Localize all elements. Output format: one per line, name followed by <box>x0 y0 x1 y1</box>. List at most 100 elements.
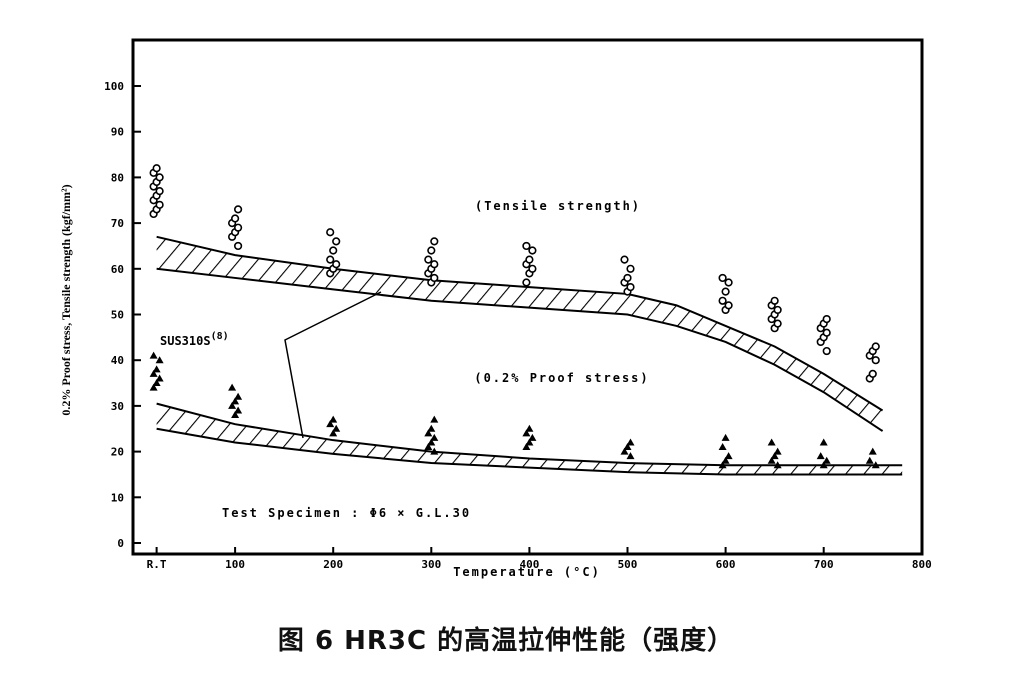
x-tick-label: 500 <box>618 558 638 571</box>
tensile-point <box>525 255 534 264</box>
tensile-point <box>231 214 240 223</box>
tensile-point <box>822 314 831 324</box>
proof-point <box>152 379 161 387</box>
proof-point <box>721 433 730 441</box>
proof-point <box>326 420 335 428</box>
proof-point <box>767 456 776 464</box>
tensile-point <box>871 356 880 365</box>
proof-point <box>868 447 877 455</box>
tensile-point <box>623 273 632 283</box>
tensile-point <box>234 223 243 232</box>
band-fill-0 <box>156 236 883 432</box>
tensile-point <box>528 264 537 273</box>
tensile-point <box>724 278 733 287</box>
proof-point <box>231 411 240 419</box>
proof-point <box>427 424 436 432</box>
tensile-point <box>868 369 877 379</box>
tensile-point <box>430 273 439 283</box>
proof-point <box>819 438 828 446</box>
tensile-point <box>329 246 338 255</box>
x-tick-label: 700 <box>814 558 834 571</box>
y-tick-label: 100 <box>104 80 124 93</box>
tensile-point <box>626 282 635 292</box>
x-axis: R.T 100 200 300 400 500 600 700 800 <box>147 547 932 571</box>
tensile-point <box>522 241 531 251</box>
proof-point <box>234 392 243 400</box>
proof-point <box>620 447 629 455</box>
proof-point <box>819 461 828 469</box>
annotation-proof: (0.2% Proof stress) <box>474 371 649 385</box>
proof-point <box>773 461 782 469</box>
y-axis: 0 10 20 30 40 50 60 70 80 90 100 <box>104 80 141 550</box>
proof-point <box>228 401 237 409</box>
tensile-point <box>155 187 164 196</box>
y-tick-label: 0 <box>117 537 124 550</box>
tensile-point <box>430 237 439 246</box>
tensile-point <box>430 260 439 269</box>
y-tick-label: 50 <box>111 309 124 322</box>
proof-point <box>721 456 730 464</box>
tensile-point <box>332 260 341 269</box>
chart: 0 10 20 30 40 50 60 70 80 90 100 R.T 100 200 300 400 50… <box>59 38 932 579</box>
annotation-tensile: (Tensile strength) <box>475 199 641 213</box>
proof-point <box>155 356 164 364</box>
proof-point <box>767 438 776 446</box>
tensile-point <box>326 255 335 264</box>
x-tick-label: 400 <box>519 558 539 571</box>
proof-point <box>528 433 537 441</box>
proof-point <box>424 429 433 437</box>
proof-point <box>871 461 880 469</box>
tensile-point <box>626 264 635 273</box>
proof-point <box>427 438 436 446</box>
proof-point <box>430 447 439 455</box>
reference-bands <box>156 235 903 476</box>
y-tick-label: 70 <box>111 217 124 230</box>
proof-point <box>155 374 164 382</box>
tensile-point <box>427 246 436 255</box>
tensile-point <box>770 296 779 305</box>
proof-point <box>822 456 831 464</box>
annotation-sus310s: SUS310S(8) <box>160 331 229 348</box>
tensile-point <box>871 342 880 351</box>
proof-point <box>231 397 240 405</box>
tensile-point <box>822 346 831 356</box>
proof-point <box>149 351 158 359</box>
proof-point <box>329 429 338 437</box>
proof-point <box>773 447 782 455</box>
figure-caption: 图 6 HR3C 的高温拉伸性能（强度） <box>277 626 735 656</box>
proof-point <box>149 383 158 391</box>
y-tick-label: 90 <box>111 126 124 139</box>
x-tick-label: 100 <box>225 558 245 571</box>
x-tick-label: 300 <box>421 558 441 571</box>
x-axis-label: Temperature (°C) <box>453 565 601 579</box>
y-tick-label: 10 <box>111 491 124 504</box>
tensile-point <box>528 246 537 255</box>
y-tick-label: 40 <box>111 354 124 367</box>
proof-point <box>424 443 433 451</box>
proof-point <box>234 406 243 414</box>
proof-point <box>623 443 632 451</box>
proof-point <box>626 452 635 460</box>
proof-point <box>430 415 439 423</box>
x-tick-label: 800 <box>912 558 932 571</box>
proof-point <box>865 456 874 464</box>
x-tick-label: R.T <box>147 558 167 571</box>
y-tick-label: 60 <box>111 263 124 276</box>
sus-ref: (8) <box>211 331 229 342</box>
proof-point <box>430 433 439 441</box>
proof-point <box>332 424 341 432</box>
proof-point <box>718 461 727 469</box>
proof-point <box>724 452 733 460</box>
band-upper-1 <box>156 402 903 467</box>
proof-point <box>522 443 531 451</box>
proof-point <box>228 383 237 391</box>
sus-leader-line <box>284 291 382 439</box>
proof-point <box>525 438 534 446</box>
tensile-point <box>326 228 335 237</box>
tensile-point <box>724 301 733 310</box>
x-tick-label: 200 <box>323 558 343 571</box>
proof-point <box>329 415 338 423</box>
tensile-point <box>822 328 831 337</box>
band-lower-1 <box>156 427 903 476</box>
proof-point <box>522 429 531 437</box>
